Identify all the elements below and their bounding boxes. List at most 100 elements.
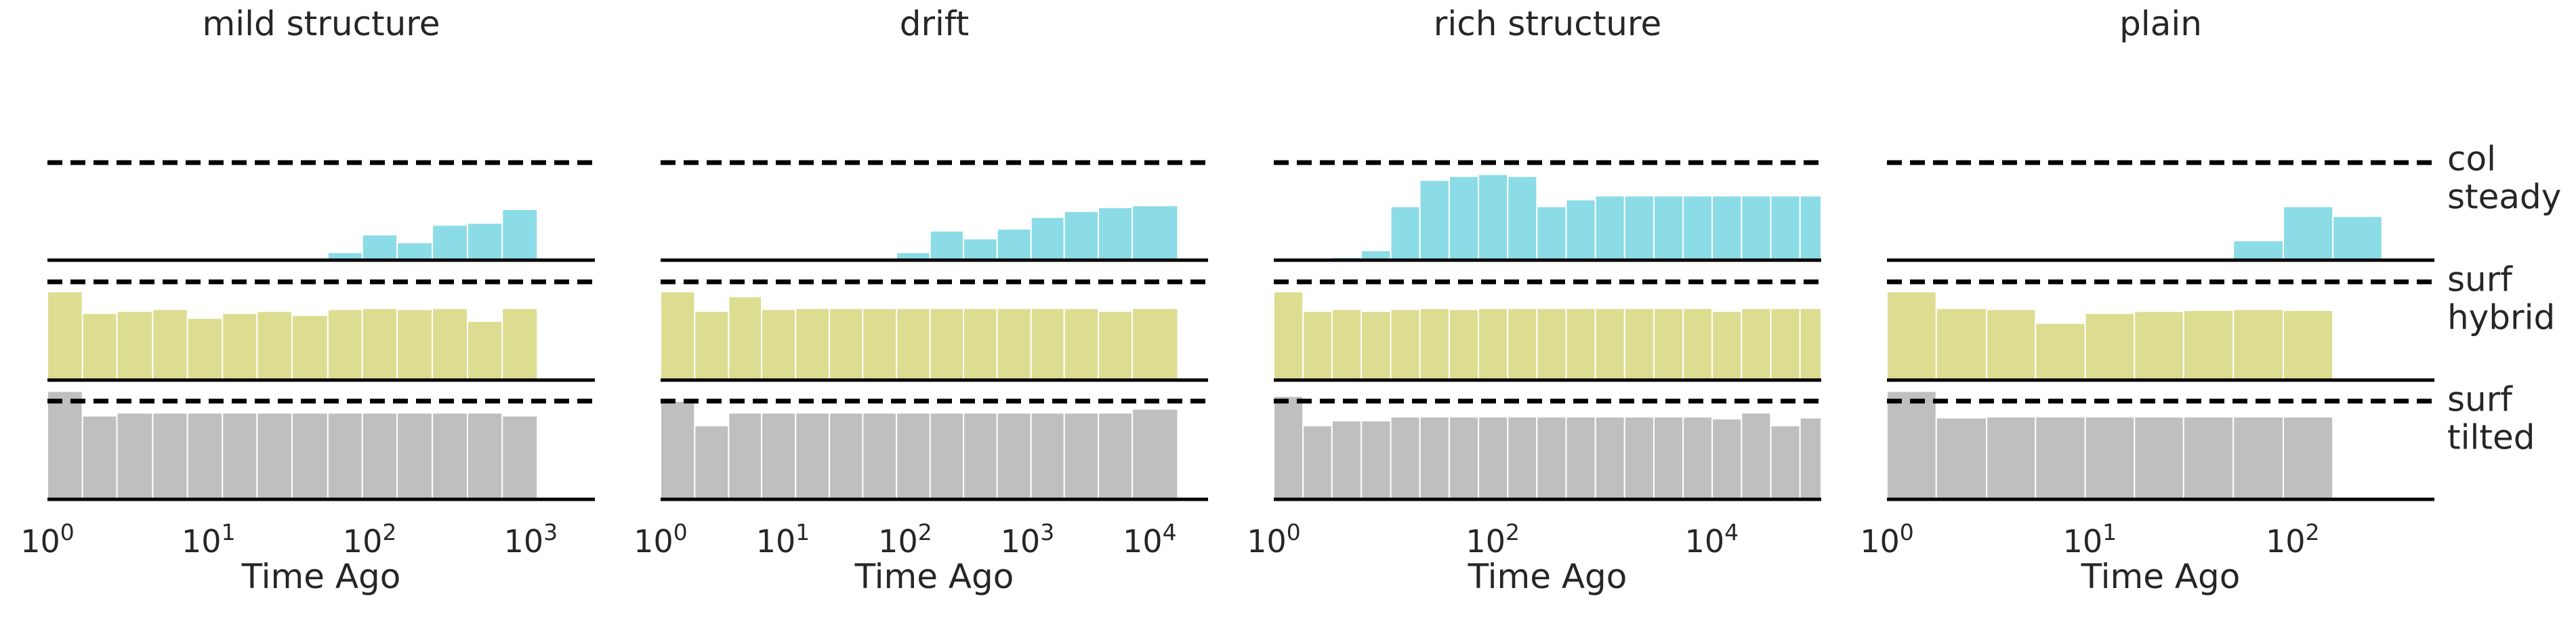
histogram-bar	[1653, 416, 1684, 501]
histogram-bar	[432, 308, 469, 381]
track-label: steady	[2447, 178, 2561, 217]
histogram-bar	[116, 310, 154, 381]
histogram-bar	[2182, 310, 2235, 381]
histogram-bar	[501, 308, 539, 381]
track-label: surf	[2447, 260, 2513, 299]
histogram-bar	[1507, 175, 1538, 261]
histogram-bar	[1390, 308, 1421, 381]
x-tick-label: 101	[182, 519, 236, 560]
histogram-bar	[862, 308, 898, 381]
histogram-bar	[47, 291, 83, 381]
histogram-bar	[1302, 425, 1333, 500]
histogram-bar	[2035, 416, 2086, 501]
histogram-bar	[2084, 416, 2136, 501]
histogram-bar	[1594, 194, 1625, 261]
histogram-bar	[1302, 310, 1333, 381]
x-tick-label: 100	[633, 519, 688, 560]
x-axis-label: Time Ago	[854, 557, 1014, 596]
tick-base: 10	[1685, 523, 1725, 560]
tick-base: 10	[2063, 523, 2103, 560]
track-label: tilted	[2447, 418, 2535, 457]
histogram-bar	[1682, 416, 1713, 501]
histogram-bar	[396, 412, 434, 501]
histogram-bar	[1030, 412, 1065, 501]
tick-base: 10	[1860, 523, 1900, 560]
track-label: col	[2447, 140, 2496, 179]
histogram-bar	[2283, 310, 2334, 381]
tick-base: 10	[343, 523, 383, 560]
histogram-bar	[829, 412, 864, 501]
histogram-bar	[1594, 308, 1625, 381]
histogram-bar	[1478, 308, 1509, 381]
histogram-bar	[2134, 416, 2184, 501]
histogram-bar	[728, 295, 763, 381]
histogram-bar	[1098, 207, 1134, 261]
histogram-bar	[291, 314, 329, 381]
histogram-bar	[256, 310, 293, 381]
histogram-bar	[1986, 308, 2037, 381]
histogram-bar	[361, 412, 398, 501]
x-tick-label: 102	[1466, 519, 1520, 560]
histogram-bar	[1448, 175, 1480, 261]
histogram-bar	[1360, 420, 1392, 500]
histogram-bar	[1390, 205, 1421, 261]
histogram-bar	[929, 412, 965, 501]
tick-exponent: 1	[795, 519, 810, 545]
histogram-bar	[2084, 312, 2136, 381]
histogram-bar	[1063, 211, 1100, 261]
histogram-bar	[1536, 416, 1567, 501]
histogram-bar	[81, 415, 118, 500]
x-tick-label: 101	[756, 519, 810, 560]
histogram-bar	[1063, 308, 1100, 381]
tick-base: 10	[20, 523, 60, 560]
histogram-bar	[47, 390, 83, 500]
histogram-bar	[1098, 412, 1134, 501]
histogram-bar	[81, 312, 118, 381]
histogram-bar	[2134, 310, 2184, 381]
histogram-bar	[660, 400, 696, 500]
histogram-bar	[660, 291, 696, 381]
histogram-bar	[2283, 205, 2334, 261]
histogram-bar	[1390, 416, 1421, 501]
histogram-bar	[1360, 310, 1392, 381]
tick-base: 10	[2266, 523, 2306, 560]
histogram-bar	[501, 415, 539, 500]
x-tick-label: 104	[1685, 519, 1739, 560]
histogram-bar	[467, 222, 503, 261]
histogram-bar	[1478, 173, 1509, 261]
histogram-bar	[1565, 416, 1596, 501]
tick-base: 10	[1466, 523, 1505, 560]
histogram-bar	[795, 412, 831, 501]
histogram-bar	[1741, 194, 1772, 261]
histogram-bar	[963, 238, 998, 262]
histogram-bar	[467, 320, 503, 381]
histogram-bar	[1448, 308, 1480, 381]
histogram-bar	[728, 412, 763, 501]
histogram-bar	[2332, 215, 2383, 262]
panel-title: mild structure	[202, 4, 440, 43]
histogram-bar	[396, 242, 434, 261]
tick-exponent: 0	[60, 519, 75, 545]
histogram-bar	[1536, 308, 1567, 381]
histogram-bar	[829, 308, 864, 381]
histogram-bar	[1536, 205, 1567, 261]
histogram-bar	[862, 412, 898, 501]
histogram-bar	[996, 228, 1032, 262]
histogram-bar	[2283, 416, 2334, 501]
histogram-bar	[1799, 417, 1823, 501]
panel-title: drift	[900, 4, 970, 43]
histogram-bar	[1741, 412, 1772, 501]
tick-base: 10	[1247, 523, 1287, 560]
histogram-bar	[1886, 390, 1937, 500]
x-tick-label: 102	[2266, 519, 2320, 560]
histogram-bar	[2232, 416, 2285, 501]
histogram-bar	[1711, 310, 1743, 381]
x-tick-label: 101	[2063, 519, 2117, 560]
tick-exponent: 0	[1900, 519, 1914, 545]
histogram-bar	[963, 412, 998, 501]
x-tick-label: 104	[1123, 519, 1177, 560]
histogram-bar	[327, 308, 363, 381]
x-tick-label: 102	[878, 519, 932, 560]
